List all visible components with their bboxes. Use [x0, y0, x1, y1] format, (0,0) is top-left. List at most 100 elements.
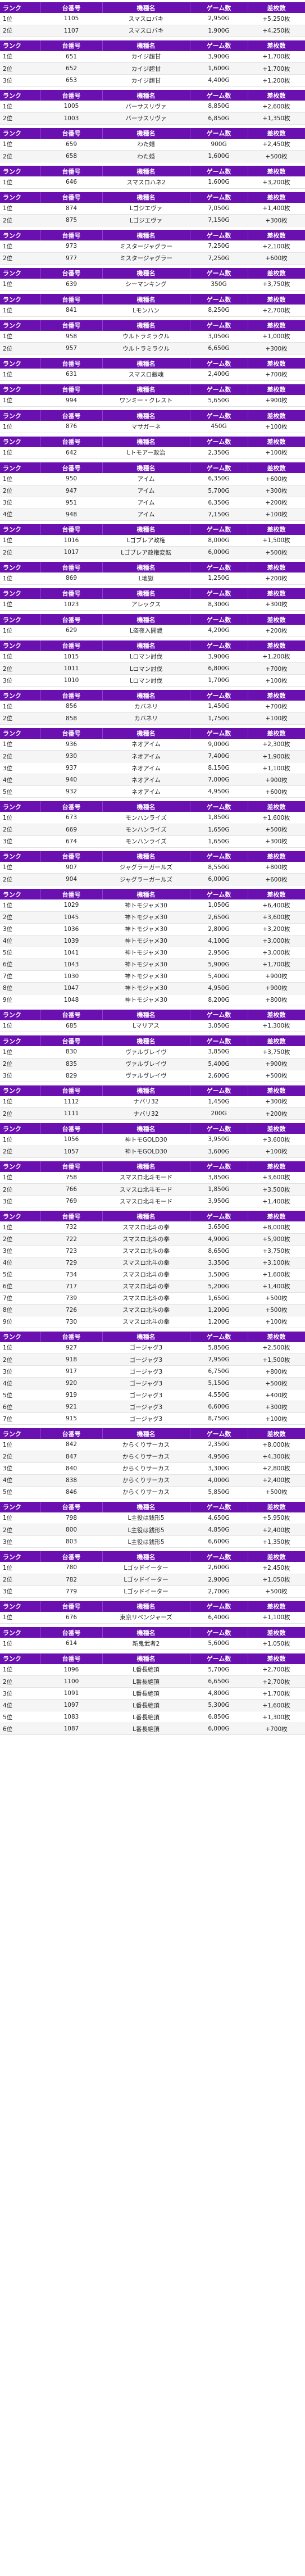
game-count-cell: 4,400G: [190, 74, 248, 87]
header-game-count: ゲーム数: [190, 588, 248, 599]
machine-number-cell: 1003: [40, 112, 102, 125]
coin-difference-cell: +4,300枚: [248, 1451, 305, 1463]
machine-name-cell: ミスタージャグラー: [102, 252, 190, 265]
game-count-cell: 4,900G: [190, 1233, 248, 1246]
rank-cell: 1位: [0, 1046, 40, 1058]
table-row: 1位 673 モンハンライズ 1,850G +1,600枚: [0, 812, 305, 824]
game-count-cell: 9,000G: [190, 738, 248, 751]
machine-name-cell: ジャグラーガールズ: [102, 873, 190, 885]
coin-difference-cell: +3,000枚: [248, 947, 305, 959]
rank-cell: 1位: [0, 473, 40, 485]
coin-difference-cell: +1,000枚: [248, 330, 305, 343]
ranking-table: ランク 台番号 機種名 ゲーム数 差枚数 1位 614 新鬼武者2 5,600G +1,050枚: [0, 1627, 305, 1650]
game-count-cell: 5,900G: [190, 958, 248, 971]
machine-number-cell: 920: [40, 1377, 102, 1389]
rank-cell: 3位: [0, 762, 40, 774]
rank-cell: 8位: [0, 982, 40, 994]
table-header-row: ランク 台番号 機種名 ゲーム数 差枚数: [0, 889, 305, 899]
rank-cell: 1位: [0, 1562, 40, 1574]
table-row: 5位 846 からくりサーカス 5,850G +500枚: [0, 1486, 305, 1498]
machine-name-cell: Lゴッドイーター: [102, 1574, 190, 1586]
header-game-count: ゲーム数: [190, 524, 248, 535]
coin-difference-cell: +1,400枚: [248, 1280, 305, 1293]
rank-cell: 1位: [0, 394, 40, 407]
machine-name-cell: マサガーネ: [102, 421, 190, 433]
rank-cell: 1位: [0, 51, 40, 63]
coin-difference-cell: +1,500枚: [248, 534, 305, 547]
machine-name-cell: Lゴッドイーター: [102, 1585, 190, 1598]
machine-name-cell: スマスロ北斗の拳: [102, 1221, 190, 1234]
header-machine-number: 台番号: [40, 640, 103, 651]
machine-name-cell: L番長絶頂: [102, 1711, 190, 1723]
ranking-table: ランク 台番号 機種名 ゲーム数 差枚数 1位 994 ワンミー・クレスト 5,650G +900…: [0, 384, 305, 407]
table-row: 2位 766 スマスロ北斗モード 1,850G +3,500枚: [0, 1183, 305, 1196]
machine-number-cell: 726: [40, 1304, 102, 1316]
rank-cell: 1位: [0, 330, 40, 343]
table-row: 7位 739 スマスロ北斗の拳 1,650G +500枚: [0, 1292, 305, 1305]
coin-difference-cell: +800枚: [248, 994, 305, 1006]
table-row: 2位 1100 L番長絶頂 6,650G +2,700枚: [0, 1675, 305, 1688]
table-row: 5位 932 ネオアイム 4,950G +600枚: [0, 785, 305, 798]
header-coin-difference: 差枚数: [248, 128, 305, 139]
machine-name-cell: L番長絶頂: [102, 1687, 190, 1700]
rank-cell: 4位: [0, 774, 40, 786]
game-count-cell: 4,950G: [190, 785, 248, 798]
table-row: 2位 800 L主役は銭形5 4,850G +2,400枚: [0, 1524, 305, 1536]
header-rank: ランク: [0, 640, 41, 651]
machine-number-cell: 729: [40, 1257, 102, 1269]
machine-number-cell: 685: [40, 1020, 102, 1032]
header-rank: ランク: [0, 1035, 41, 1046]
game-count-cell: 3,300G: [190, 1462, 248, 1475]
table-row: 2位 1111 ナバリ32 200G +200枚: [0, 1107, 305, 1120]
game-count-cell: 7,250G: [190, 240, 248, 253]
table-row: 4位 838 からくりサーカス 4,000G +2,400枚: [0, 1474, 305, 1487]
header-game-count: ゲーム数: [190, 192, 248, 203]
machine-number-cell: 766: [40, 1183, 102, 1196]
header-machine-name: 機種名: [102, 358, 190, 369]
table-row: 6位 921 ゴージャグ3 6,600G +300枚: [0, 1401, 305, 1413]
header-game-count: ゲーム数: [190, 1551, 248, 1562]
game-count-cell: 7,000G: [190, 774, 248, 786]
game-count-cell: 5,400G: [190, 970, 248, 983]
game-count-cell: 4,200G: [190, 625, 248, 637]
header-machine-number: 台番号: [40, 410, 103, 421]
machine-name-cell: 新鬼武者2: [102, 1638, 190, 1650]
coin-difference-cell: +500枚: [248, 1585, 305, 1598]
header-machine-number: 台番号: [40, 462, 103, 473]
header-machine-name: 機種名: [102, 1009, 190, 1020]
table-row: 1位 1016 Lゴブレア政権 8,000G +1,500枚: [0, 534, 305, 547]
header-machine-name: 機種名: [102, 166, 190, 176]
ranking-table: ランク 台番号 機種名 ゲーム数 差枚数 1位 950 アイム 6,350G +600枚 2位 947…: [0, 462, 305, 521]
table-row: 1位 876 マサガーネ 450G +100枚: [0, 421, 305, 433]
machine-number-cell: 915: [40, 1412, 102, 1425]
header-machine-name: 機種名: [102, 1123, 190, 1134]
ranking-table: ランク 台番号 機種名 ゲーム数 差枚数 1位 1023 アレックス 8,300G +300枚: [0, 588, 305, 611]
coin-difference-cell: +5,900枚: [248, 1233, 305, 1246]
table-header-row: ランク 台番号 機種名 ゲーム数 差枚数: [0, 320, 305, 331]
header-rank: ランク: [0, 524, 41, 535]
machine-name-cell: スマスロハネ2: [102, 176, 190, 189]
rank-cell: 1位: [0, 899, 40, 912]
ranking-table: ランク 台番号 機種名 ゲーム数 差枚数 1位 869 L地獄 1,250G +200枚: [0, 562, 305, 585]
header-machine-number: 台番号: [40, 1428, 103, 1439]
header-game-count: ゲーム数: [190, 166, 248, 176]
header-rank: ランク: [0, 1331, 41, 1342]
game-count-cell: 8,150G: [190, 762, 248, 774]
game-count-cell: 7,150G: [190, 214, 248, 226]
machine-name-cell: アイム: [102, 497, 190, 509]
header-coin-difference: 差枚数: [248, 166, 305, 176]
coin-difference-cell: +500枚: [248, 1304, 305, 1316]
table-header-row: ランク 台番号 機種名 ゲーム数 差枚数: [0, 436, 305, 447]
table-row: 2位 918 ゴージャグ3 7,950G +1,500枚: [0, 1353, 305, 1366]
machine-number-cell: 907: [40, 861, 102, 874]
machine-name-cell: からくりサーカス: [102, 1451, 190, 1463]
table-row: 1位 646 スマスロハネ2 1,600G +3,200枚: [0, 176, 305, 189]
coin-difference-cell: +3,600枚: [248, 1171, 305, 1184]
machine-name-cell: ネオアイム: [102, 738, 190, 751]
header-machine-name: 機種名: [102, 851, 190, 862]
rank-cell: 2位: [0, 1146, 40, 1158]
rank-cell: 2位: [0, 25, 40, 37]
machine-number-cell: 840: [40, 1462, 102, 1475]
machine-name-cell: シーマンキング: [102, 278, 190, 290]
table-header-row: ランク 台番号 機種名 ゲーム数 差枚数: [0, 1085, 305, 1096]
